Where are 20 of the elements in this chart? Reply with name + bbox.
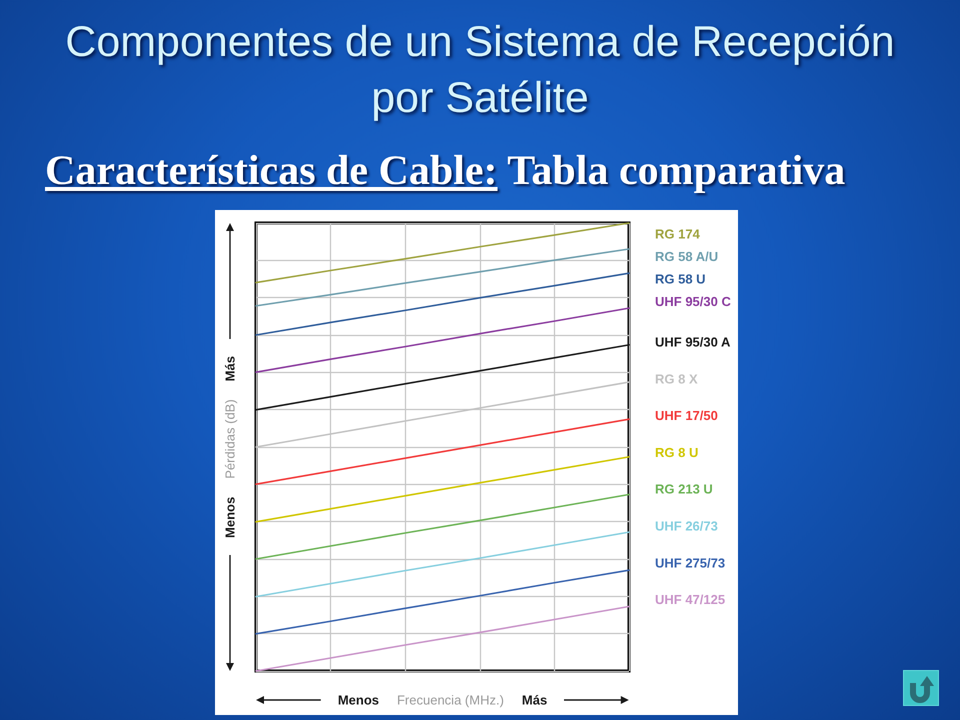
text: Más <box>222 356 238 382</box>
text: Más <box>522 692 548 708</box>
text: UHF 17/50 <box>655 408 718 424</box>
chart-title: Componentes de un Sistema de Recepción por Satélite <box>64 17 896 124</box>
text: UHF 95/30 A <box>655 334 731 350</box>
x-axis-title: Frecuencia (MHz.) <box>396 692 504 708</box>
text: UHF 47/125 <box>655 592 726 608</box>
text: Menos <box>338 692 379 708</box>
text: RG 8 X <box>655 371 698 386</box>
text: RG 58 U <box>655 272 706 286</box>
text: RG 58 A/U <box>655 249 718 264</box>
y-axis-title: Pérdidas (dB) <box>222 399 238 479</box>
text: RG 174 <box>655 226 701 242</box>
text: Menos <box>222 496 238 538</box>
text: UHF 95/30 C <box>655 294 732 309</box>
chart-subtitle: Características de Cable: Tabla comparativa <box>45 147 846 196</box>
text: RG 8 U <box>655 444 698 460</box>
text: UHF 26/73 <box>655 518 718 534</box>
text: RG 213 U <box>655 482 713 497</box>
text: UHF 275/73 <box>655 555 726 570</box>
